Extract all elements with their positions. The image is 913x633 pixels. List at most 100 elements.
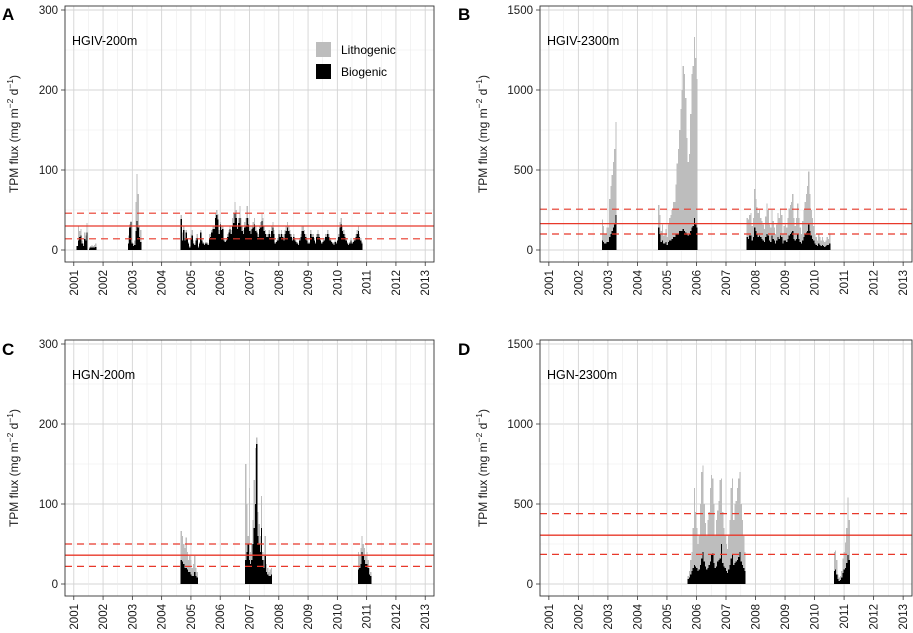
panel-C-y-axis-title: TPM flux (mg m−2 d−1) bbox=[5, 409, 21, 527]
biogenic-bar bbox=[223, 240, 225, 250]
biogenic-bar bbox=[770, 242, 772, 250]
x-tick-label: 2013 bbox=[420, 270, 432, 296]
x-tick-label: 2005 bbox=[186, 270, 198, 296]
biogenic-bar bbox=[798, 238, 800, 250]
biogenic-bar bbox=[341, 230, 344, 250]
biogenic-bar bbox=[181, 240, 184, 250]
biogenic-bar bbox=[363, 560, 366, 584]
panel-A-bars bbox=[76, 174, 363, 250]
biogenic-bar bbox=[239, 218, 241, 250]
biogenic-bar bbox=[669, 240, 671, 250]
y-tick-label: 1000 bbox=[507, 85, 533, 97]
x-tick-label: 2005 bbox=[662, 604, 674, 630]
biogenic-bar bbox=[811, 238, 814, 250]
biogenic-bar bbox=[262, 226, 264, 250]
biogenic-bar bbox=[201, 240, 203, 250]
biogenic-bar bbox=[787, 238, 789, 250]
biogenic-bar bbox=[837, 579, 839, 584]
y-tick-label: 300 bbox=[39, 339, 58, 351]
lithogenic-bar bbox=[695, 58, 697, 250]
biogenic-bar bbox=[207, 245, 209, 250]
biogenic-bar bbox=[800, 243, 803, 250]
biogenic-bar bbox=[88, 248, 91, 250]
biogenic-bar bbox=[667, 242, 670, 250]
biogenic-bar bbox=[692, 226, 694, 250]
ylabel-exp2: −1 bbox=[474, 79, 484, 89]
x-tick-label: 2001 bbox=[69, 604, 81, 630]
biogenic-bar bbox=[803, 237, 805, 250]
x-tick-label: 2003 bbox=[603, 604, 615, 630]
biogenic-bar bbox=[293, 237, 295, 250]
biogenic-bar bbox=[611, 230, 613, 250]
biogenic-bar bbox=[324, 237, 327, 250]
biogenic-bar bbox=[749, 235, 751, 250]
biogenic-bar bbox=[302, 230, 305, 250]
biogenic-bar bbox=[690, 230, 692, 250]
biogenic-bar bbox=[677, 234, 680, 250]
ylabel-exp1: −2 bbox=[474, 98, 484, 108]
biogenic-bar bbox=[282, 237, 284, 250]
biogenic-bar bbox=[680, 230, 682, 250]
biogenic-bar bbox=[704, 566, 707, 584]
biogenic-bar bbox=[665, 242, 667, 250]
biogenic-bar bbox=[734, 563, 736, 584]
lithogenic-bar bbox=[660, 230, 662, 250]
biogenic-bar bbox=[805, 232, 807, 250]
biogenic-bar bbox=[317, 234, 319, 250]
biogenic-bar bbox=[256, 232, 258, 250]
biogenic-bar bbox=[273, 234, 275, 250]
biogenic-bar bbox=[768, 240, 771, 250]
x-tick-label: 2006 bbox=[215, 604, 227, 630]
lithogenic-bar bbox=[685, 98, 687, 250]
lithogenic-bar bbox=[755, 198, 757, 250]
biogenic-bar bbox=[739, 552, 741, 584]
lithogenic-bar bbox=[797, 203, 799, 250]
biogenic-bar bbox=[767, 235, 769, 250]
biogenic-bar bbox=[288, 230, 290, 250]
biogenic-bar bbox=[191, 576, 193, 584]
biogenic-bar bbox=[606, 242, 608, 250]
lithogenic-bar bbox=[847, 497, 849, 584]
biogenic-bar bbox=[664, 243, 666, 250]
biogenic-bar bbox=[361, 552, 363, 584]
lithogenic-bar bbox=[670, 214, 672, 250]
biogenic-bar bbox=[131, 243, 133, 250]
lithogenic-bar bbox=[834, 550, 837, 584]
x-tick-label: 2013 bbox=[898, 270, 910, 296]
x-tick-label: 2006 bbox=[691, 604, 703, 630]
biogenic-bar bbox=[235, 218, 237, 250]
x-tick-label: 2007 bbox=[721, 270, 733, 296]
biogenic-bar bbox=[612, 227, 615, 250]
panel-C-letter: C bbox=[2, 340, 14, 359]
biogenic-bar bbox=[755, 230, 757, 250]
biogenic-bar bbox=[323, 240, 325, 250]
lithogenic-bar bbox=[836, 560, 838, 584]
biogenic-bar bbox=[370, 576, 372, 584]
biogenic-bar bbox=[691, 571, 693, 584]
ylabel-prefix: TPM flux (mg m bbox=[476, 108, 490, 193]
ylabel-prefix: TPM flux (mg m bbox=[7, 442, 21, 527]
biogenic-bar bbox=[848, 560, 850, 584]
biogenic-bar bbox=[679, 230, 681, 250]
lithogenic-bar bbox=[127, 235, 130, 250]
x-tick-label: 2008 bbox=[751, 270, 763, 296]
biogenic-bar bbox=[702, 552, 704, 584]
biogenic-bar bbox=[359, 568, 361, 584]
biogenic-bar bbox=[334, 242, 336, 250]
lithogenic-bar bbox=[773, 227, 775, 250]
biogenic-bar bbox=[258, 229, 261, 250]
lithogenic-bar bbox=[749, 214, 751, 250]
biogenic-bar bbox=[743, 568, 745, 584]
lithogenic-bar bbox=[790, 202, 793, 250]
x-tick-label: 2005 bbox=[662, 270, 674, 296]
biogenic-bar bbox=[730, 558, 732, 584]
x-tick-label: 2001 bbox=[544, 270, 556, 296]
panel-A-axes: 0 100 200 300 2001 2002 2003 2004 2005 2006 2007 20… bbox=[39, 5, 432, 296]
lithogenic-bar bbox=[691, 552, 693, 584]
lithogenic-bar bbox=[675, 184, 677, 250]
lithogenic-bar bbox=[827, 238, 830, 250]
biogenic-bar bbox=[249, 564, 252, 584]
lithogenic-bar bbox=[766, 203, 768, 250]
lithogenic-bar bbox=[772, 221, 774, 250]
lithogenic-bar bbox=[820, 240, 822, 250]
